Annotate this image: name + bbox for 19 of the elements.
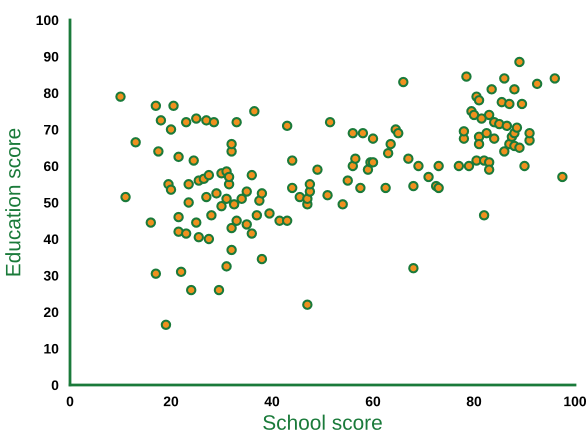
x-tick-label: 60 — [366, 396, 380, 406]
x-tick-label: 0 — [66, 396, 74, 406]
y-tick-label: 80 — [44, 88, 58, 98]
y-tick-label: 60 — [44, 161, 58, 172]
x-axis-title: School score — [263, 414, 382, 430]
y-tick-label: 100 — [36, 15, 58, 26]
y-tick-label: 0 — [52, 380, 58, 390]
x-tick-label: 20 — [164, 396, 178, 406]
x-tick-label: 40 — [264, 396, 280, 406]
y-tick-label: 20 — [44, 307, 58, 318]
x-tick-label: 100 — [564, 396, 586, 406]
y-tick-label: 50 — [44, 198, 58, 208]
y-tick-label: 10 — [44, 344, 58, 354]
y-axis-title: Education score — [5, 128, 20, 276]
y-tick-label: 30 — [44, 270, 58, 281]
y-tick-label: 40 — [44, 234, 58, 244]
y-tick-label: 70 — [44, 124, 58, 135]
x-tick-label: 80 — [466, 396, 482, 406]
y-tick-label: 90 — [44, 52, 58, 62]
